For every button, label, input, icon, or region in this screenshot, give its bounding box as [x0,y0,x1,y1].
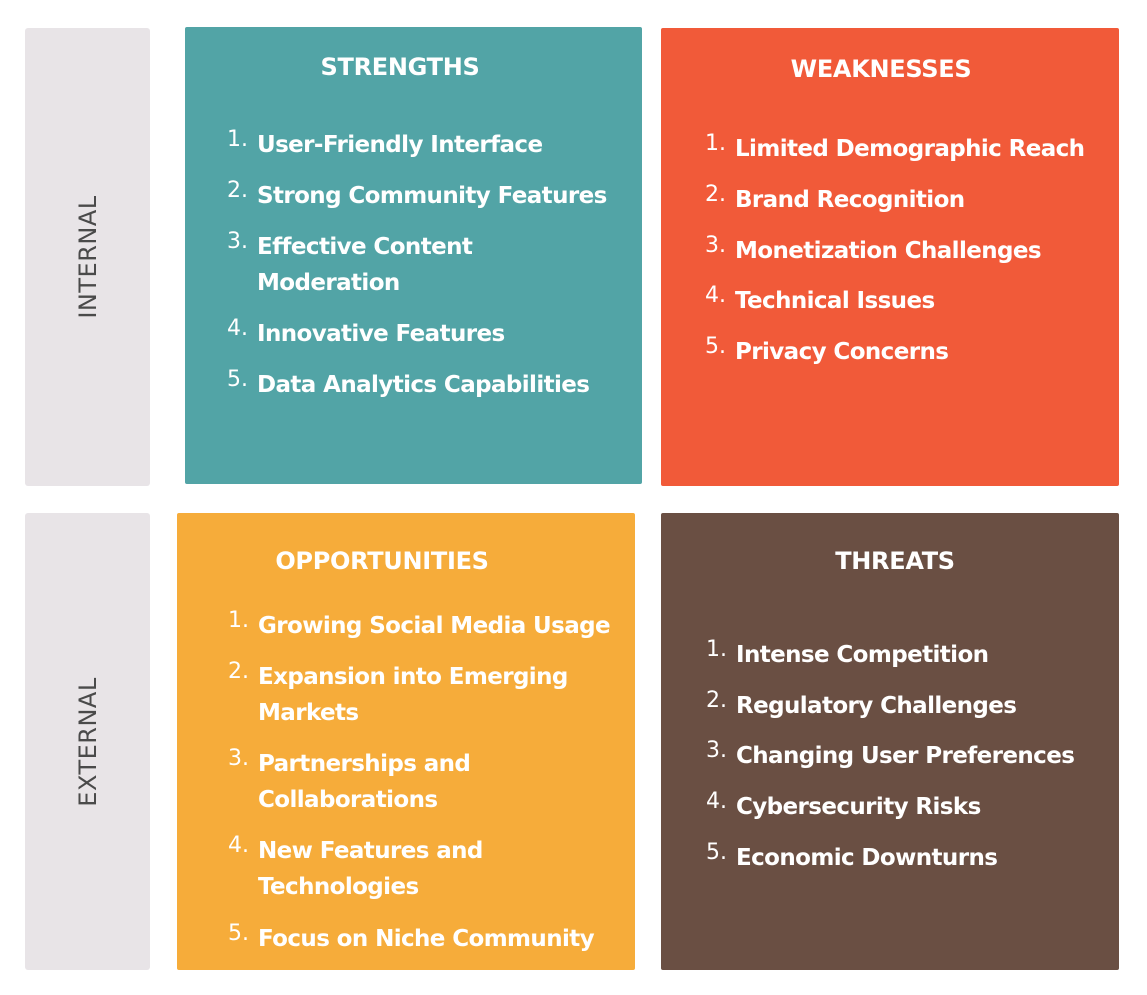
strengths-item-3-number: 3. [227,229,248,254]
weaknesses-item-2-number: 2. [705,182,726,207]
opportunities-item-4-number: 4. [228,833,249,858]
strengths-title: STRENGTHS [320,53,480,81]
threats-item-4-number: 4. [706,789,727,814]
threats-item-2-number: 2. [706,688,727,713]
weaknesses-item-5-number: 5. [705,334,726,359]
threats-quadrant: THREATS 1. Intense Competition 2. Regula… [661,513,1119,970]
opportunities-item-1-number: 1. [228,608,249,633]
weaknesses-item-3-number: 3. [705,233,726,258]
weaknesses-item-4-text: Technical Issues [735,288,935,314]
strengths-item-4-number: 4. [227,316,248,341]
strengths-quadrant: STRENGTHS 1. User-Friendly Interface 2. … [185,27,642,484]
strengths-item-2-text: Strong Community Features [257,183,607,209]
internal-row-label: INTERNAL [25,28,150,486]
opportunities-item-4-text: New Features and [258,838,483,864]
threats-item-1-text: Intense Competition [736,642,989,668]
threats-item-3-number: 3. [706,738,727,763]
threats-item-2-text: Regulatory Challenges [736,693,1017,719]
threats-item-4-text: Cybersecurity Risks [736,794,981,820]
strengths-item-3-text: Effective Content [257,234,473,260]
opportunities-title: OPPORTUNITIES [275,547,489,575]
weaknesses-item-1-text: Limited Demographic Reach [735,136,1085,162]
strengths-item-3-text-line-2: Moderation [257,270,400,296]
threats-title: THREATS [835,547,955,575]
strengths-item-1-number: 1. [227,127,248,152]
strengths-item-2-number: 2. [227,178,248,203]
external-label-text: EXTERNAL [73,676,102,807]
weaknesses-item-1-number: 1. [705,131,726,156]
opportunities-item-2-text-line-2: Markets [258,700,359,726]
strengths-item-4-text: Innovative Features [257,321,505,347]
weaknesses-item-2-text: Brand Recognition [735,187,965,213]
strengths-item-1-text: User-Friendly Interface [257,132,543,158]
threats-item-5-number: 5. [706,840,727,865]
opportunities-item-3-number: 3. [228,746,249,771]
weaknesses-title: WEAKNESSES [790,55,972,83]
opportunities-item-5-number: 5. [228,921,249,946]
opportunities-item-5-text: Focus on Niche Community [258,926,595,952]
opportunities-item-4-text-line-2: Technologies [258,874,419,900]
weaknesses-item-3-text: Monetization Challenges [735,238,1042,264]
opportunities-item-1-text: Growing Social Media Usage [258,613,611,639]
threats-item-3-text: Changing User Preferences [736,743,1075,769]
opportunities-item-3-text-line-2: Collaborations [258,787,438,813]
weaknesses-item-5-text: Privacy Concerns [735,339,949,365]
threats-item-1-number: 1. [706,637,727,662]
opportunities-item-3-text: Partnerships and [258,751,471,777]
strengths-item-5-number: 5. [227,367,248,392]
external-row-label: EXTERNAL [25,513,150,970]
strengths-item-5-text: Data Analytics Capabilities [257,372,590,398]
weaknesses-item-4-number: 4. [705,283,726,308]
weaknesses-quadrant: WEAKNESSES 1. Limited Demographic Reach … [661,28,1119,486]
opportunities-item-2-number: 2. [228,659,249,684]
opportunities-quadrant: OPPORTUNITIES 1. Growing Social Media Us… [177,513,635,970]
threats-item-5-text: Economic Downturns [736,845,998,871]
opportunities-item-2-text: Expansion into Emerging [258,664,568,690]
internal-label-text: INTERNAL [73,195,102,319]
